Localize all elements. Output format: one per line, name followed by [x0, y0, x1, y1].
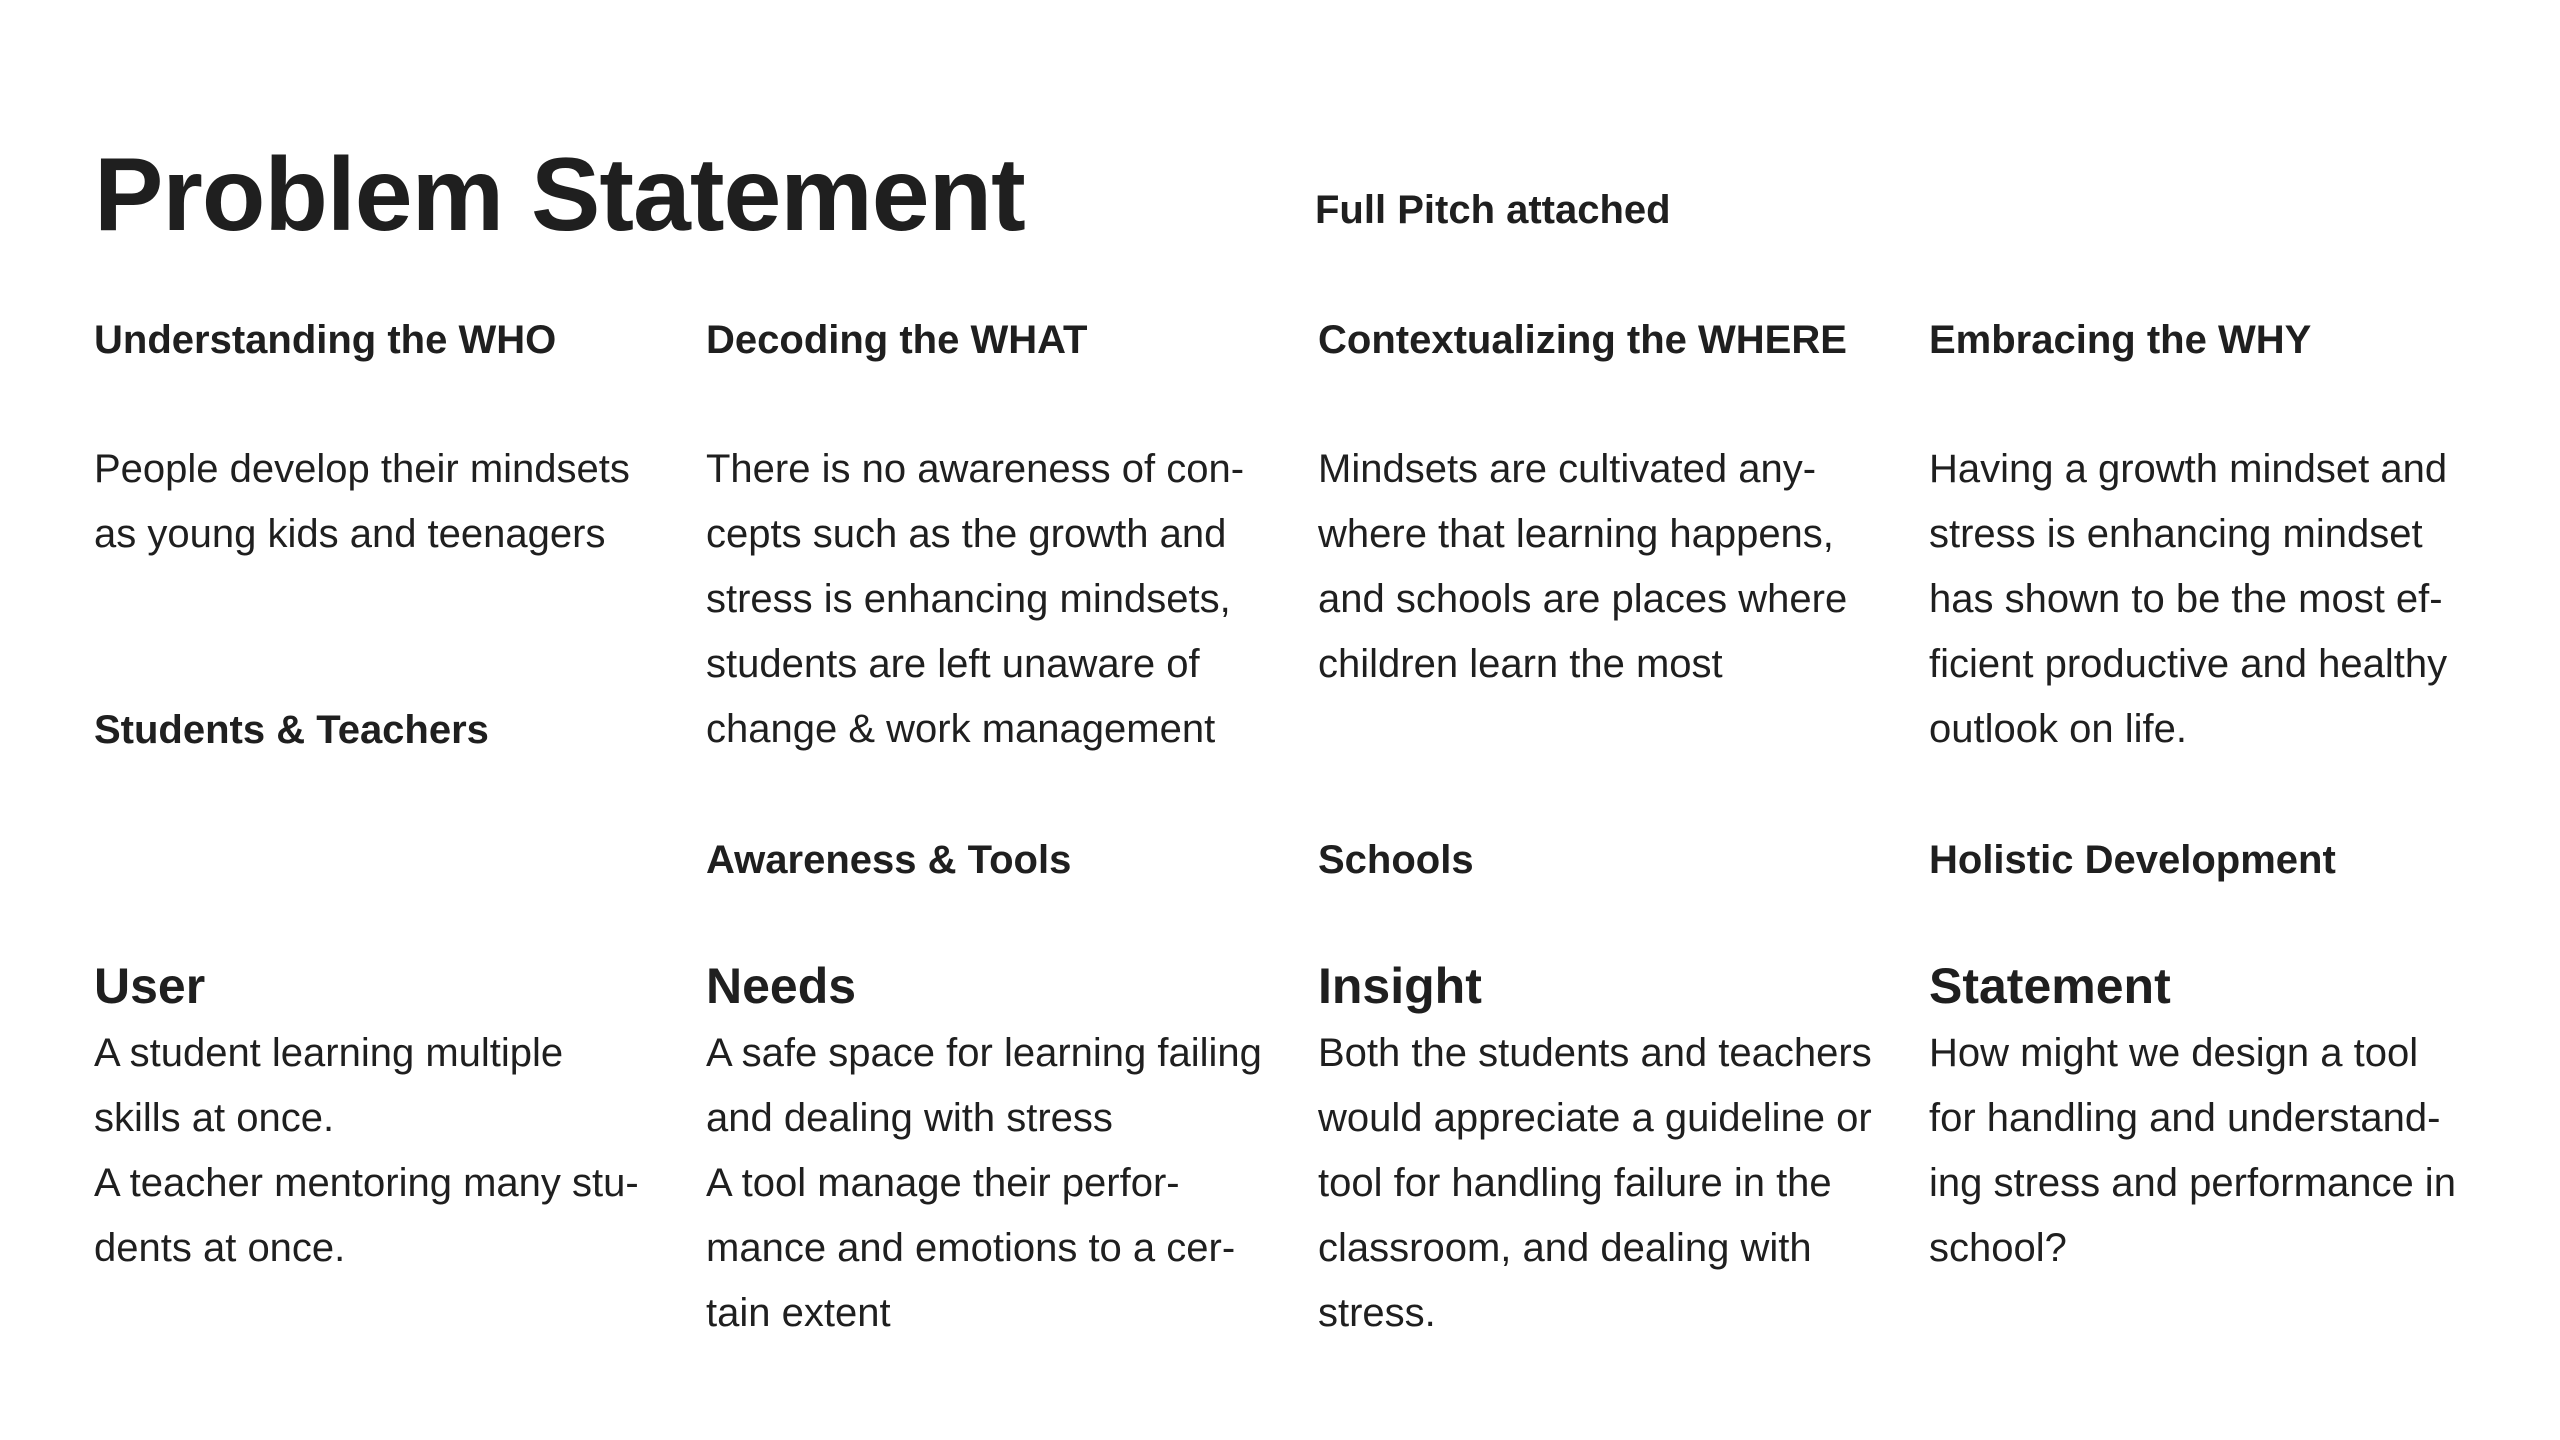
body-who: People develop their mindsets as young k… — [94, 447, 630, 556]
body-where: Mindsets are cultivated any- where that … — [1318, 447, 1848, 686]
tag-where: Schools — [1318, 838, 1474, 882]
heading-why: Embracing the WHY — [1929, 318, 2312, 362]
label-insight: Insight — [1318, 958, 1482, 1014]
full-pitch-note: Full Pitch attached — [1315, 188, 1671, 232]
body-what: There is no awareness of con- cepts such… — [706, 447, 1245, 751]
heading-where: Contextualizing the WHERE — [1318, 318, 1847, 362]
summary-insight: Both the students and teachers would app… — [1318, 1031, 1872, 1335]
heading-who: Understanding the WHO — [94, 318, 557, 362]
label-user: User — [94, 958, 206, 1014]
tag-what: Awareness & Tools — [706, 838, 1072, 882]
heading-what: Decoding the WHAT — [706, 318, 1088, 362]
page-title: Problem Statement — [94, 137, 1026, 253]
label-needs: Needs — [706, 958, 857, 1014]
summary-needs: A safe space for learning failing and de… — [706, 1031, 1262, 1335]
summary-user: A student learning multiple skills at on… — [94, 1031, 639, 1270]
tag-who: Students & Teachers — [94, 708, 489, 752]
label-statement: Statement — [1929, 958, 2171, 1014]
body-why: Having a growth mindset and stress is en… — [1929, 447, 2448, 751]
tag-why: Holistic Development — [1929, 838, 2336, 882]
summary-statement: How might we design a tool for handling … — [1929, 1031, 2456, 1270]
